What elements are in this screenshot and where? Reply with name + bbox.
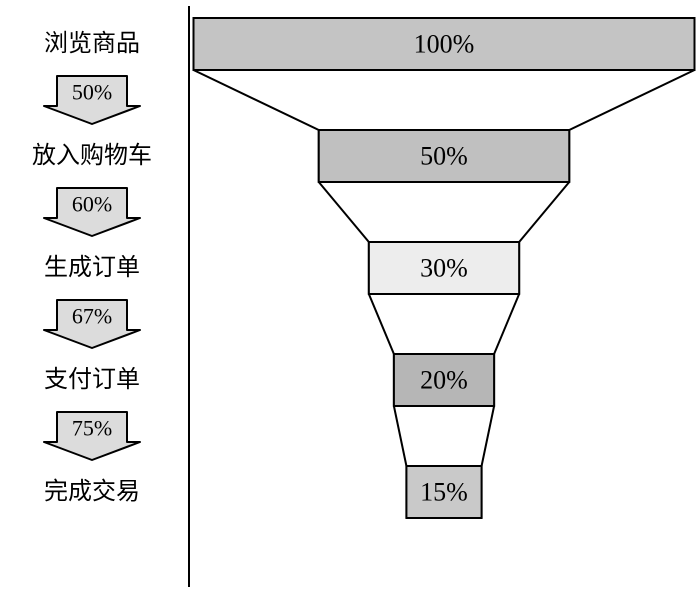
funnel-bar-label: 100% <box>414 30 475 59</box>
stage-label-4: 完成交易 <box>44 478 140 505</box>
conversion-arrow-label: 50% <box>72 80 112 105</box>
conversion-arrow-label: 67% <box>72 304 112 329</box>
conversion-arrow-label: 60% <box>72 192 112 217</box>
funnel-bar-2: 30% <box>369 242 519 294</box>
funnel-bar-3: 20% <box>394 354 494 406</box>
funnel-bar-label: 30% <box>420 254 468 283</box>
stage-label-3: 支付订单 <box>44 366 140 393</box>
funnel-chart: 100% 50% 30% 20% 15% 浏览商品 50% 放入购物车 60% 生成订单 67% 支付… <box>0 0 700 593</box>
stage-label-2: 生成订单 <box>44 254 140 281</box>
funnel-bar-1: 50% <box>319 130 570 182</box>
funnel-bar-0: 100% <box>194 18 695 70</box>
funnel-bar-label: 50% <box>420 142 468 171</box>
funnel-bar-label: 15% <box>420 478 468 507</box>
stage-label-0: 浏览商品 <box>44 30 140 57</box>
funnel-bar-label: 20% <box>420 366 468 395</box>
conversion-arrow-label: 75% <box>72 416 112 441</box>
funnel-bar-4: 15% <box>406 466 481 518</box>
stage-label-1: 放入购物车 <box>32 142 152 169</box>
